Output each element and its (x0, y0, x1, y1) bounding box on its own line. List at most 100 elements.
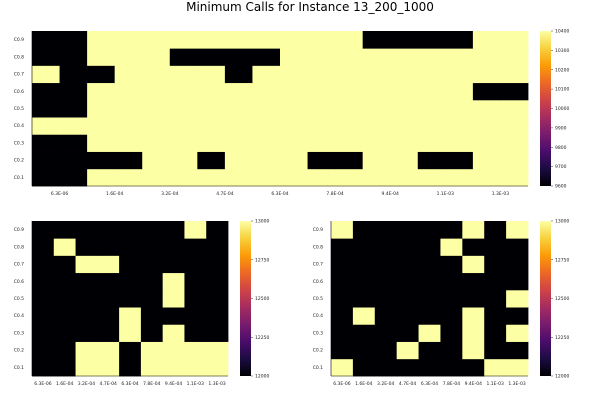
colorbar-tick-label: 10300 (555, 48, 569, 54)
heatmap-cell (335, 31, 364, 49)
x-tick-label: 7.8E-04 (443, 381, 460, 387)
heatmap-cell (224, 168, 253, 187)
heatmap-cell (184, 341, 207, 360)
heatmap-cell (418, 272, 441, 291)
colorbar-tick-label: 12000 (255, 374, 269, 380)
heatmap-cell (390, 99, 419, 118)
heatmap-cell (417, 117, 446, 135)
heatmap-panels: 6.3E-06 1.6E-04 3.2E-04 4.7E-04 6.3E-04 7.8E-… (14, 29, 570, 388)
heatmap-cell (206, 289, 229, 308)
heatmap-cell (307, 65, 336, 84)
colorbar-tick-label: 12000 (555, 374, 569, 380)
heatmap-cell (162, 255, 185, 274)
heatmap-cell (484, 324, 507, 342)
heatmap-cell (445, 151, 474, 170)
heatmap-cell (390, 117, 419, 135)
heatmap-cell (352, 255, 376, 274)
colorbar (540, 31, 551, 186)
heatmap-cell (374, 221, 398, 239)
heatmap-cell (417, 151, 446, 170)
heatmap-cell (206, 221, 229, 239)
heatmap-cell (97, 255, 120, 274)
heatmap-cell (59, 65, 88, 84)
heatmap-cell (59, 117, 88, 135)
heatmap-cell (169, 117, 198, 135)
heatmap-cell (500, 117, 529, 135)
heatmap-cell (224, 134, 253, 152)
heatmap-cell (484, 358, 507, 377)
heatmap-cell (417, 48, 446, 66)
heatmap-cell (206, 255, 229, 274)
heatmap-cell (362, 31, 391, 49)
heatmap-cell (224, 117, 253, 135)
heatmap-cell (396, 289, 419, 308)
heatmap-cell (418, 358, 441, 377)
heatmap-cell (184, 289, 207, 308)
heatmap-cell (500, 168, 529, 187)
heatmap-cell (53, 307, 76, 325)
heatmap-cell (307, 82, 336, 101)
heatmap-cell (140, 272, 164, 291)
heatmap-cell (390, 48, 419, 66)
heatmap-panel-1: 6.3E-06 1.6E-04 3.2E-04 4.7E-04 6.3E-04 7.8E-… (14, 29, 570, 198)
heatmap-cell (307, 117, 336, 135)
heatmap-cell (352, 289, 376, 308)
heatmap-cell (472, 31, 501, 49)
x-tick-label: 1.1E-03 (187, 381, 204, 387)
heatmap-cell (280, 48, 308, 66)
heatmap-cell (252, 168, 281, 187)
heatmap-cell (472, 82, 501, 101)
heatmap-cell (418, 221, 441, 239)
heatmap-cell (445, 31, 474, 49)
colorbar-tick-label: 9800 (555, 145, 567, 151)
heatmap-cell (472, 48, 501, 66)
heatmap-cell (445, 99, 474, 118)
heatmap-cell (462, 221, 485, 239)
heatmap-cell (119, 341, 142, 360)
heatmap-cell (119, 307, 142, 325)
heatmap-cell (75, 341, 98, 360)
y-tick-label: C0.8 (14, 244, 24, 250)
y-tick-label: C0.5 (313, 296, 323, 302)
heatmap-cell (331, 341, 354, 360)
heatmap-cell (87, 31, 116, 49)
heatmap-cell (445, 48, 474, 66)
heatmap-cell (500, 151, 529, 170)
heatmap-cell (500, 99, 529, 118)
heatmap-cell (197, 82, 226, 101)
heatmap-cell (331, 358, 354, 377)
heatmap-cell (500, 48, 529, 66)
colorbar-tick-label: 10100 (555, 87, 569, 93)
heatmap-cell (75, 324, 98, 342)
heatmap-cell (462, 341, 485, 360)
heatmap-cell (119, 358, 142, 377)
heatmap-cell (417, 99, 446, 118)
heatmap-cell (445, 65, 474, 84)
heatmap-cell (362, 134, 391, 152)
heatmap-cell (169, 82, 198, 101)
heatmap-cell (75, 238, 98, 256)
heatmap-cell (32, 168, 60, 187)
heatmap-cell (59, 134, 88, 152)
heatmap-cell (140, 289, 164, 308)
heatmap-cell (59, 82, 88, 101)
colorbar (540, 221, 551, 376)
colorbar-tick-label: 10200 (555, 67, 569, 73)
heatmap-cell (140, 358, 164, 377)
heatmap-cell (462, 255, 485, 274)
heatmap-cell (440, 358, 463, 377)
heatmap-cell (206, 272, 229, 291)
heatmap-cell (390, 151, 419, 170)
heatmap-cell (331, 272, 354, 291)
heatmap-cell (32, 82, 60, 101)
colorbar-tick-label: 10400 (555, 29, 569, 35)
heatmap-cell (484, 289, 507, 308)
heatmap-cell (352, 221, 376, 239)
heatmap-cell (162, 272, 185, 291)
heatmap-cell (87, 82, 116, 101)
x-tick-label: 6.3E-06 (51, 191, 68, 197)
x-tick-label: 1.6E-04 (56, 381, 73, 387)
heatmap-cell (252, 117, 281, 135)
heatmap-cell (335, 117, 364, 135)
heatmap-cell (280, 151, 308, 170)
